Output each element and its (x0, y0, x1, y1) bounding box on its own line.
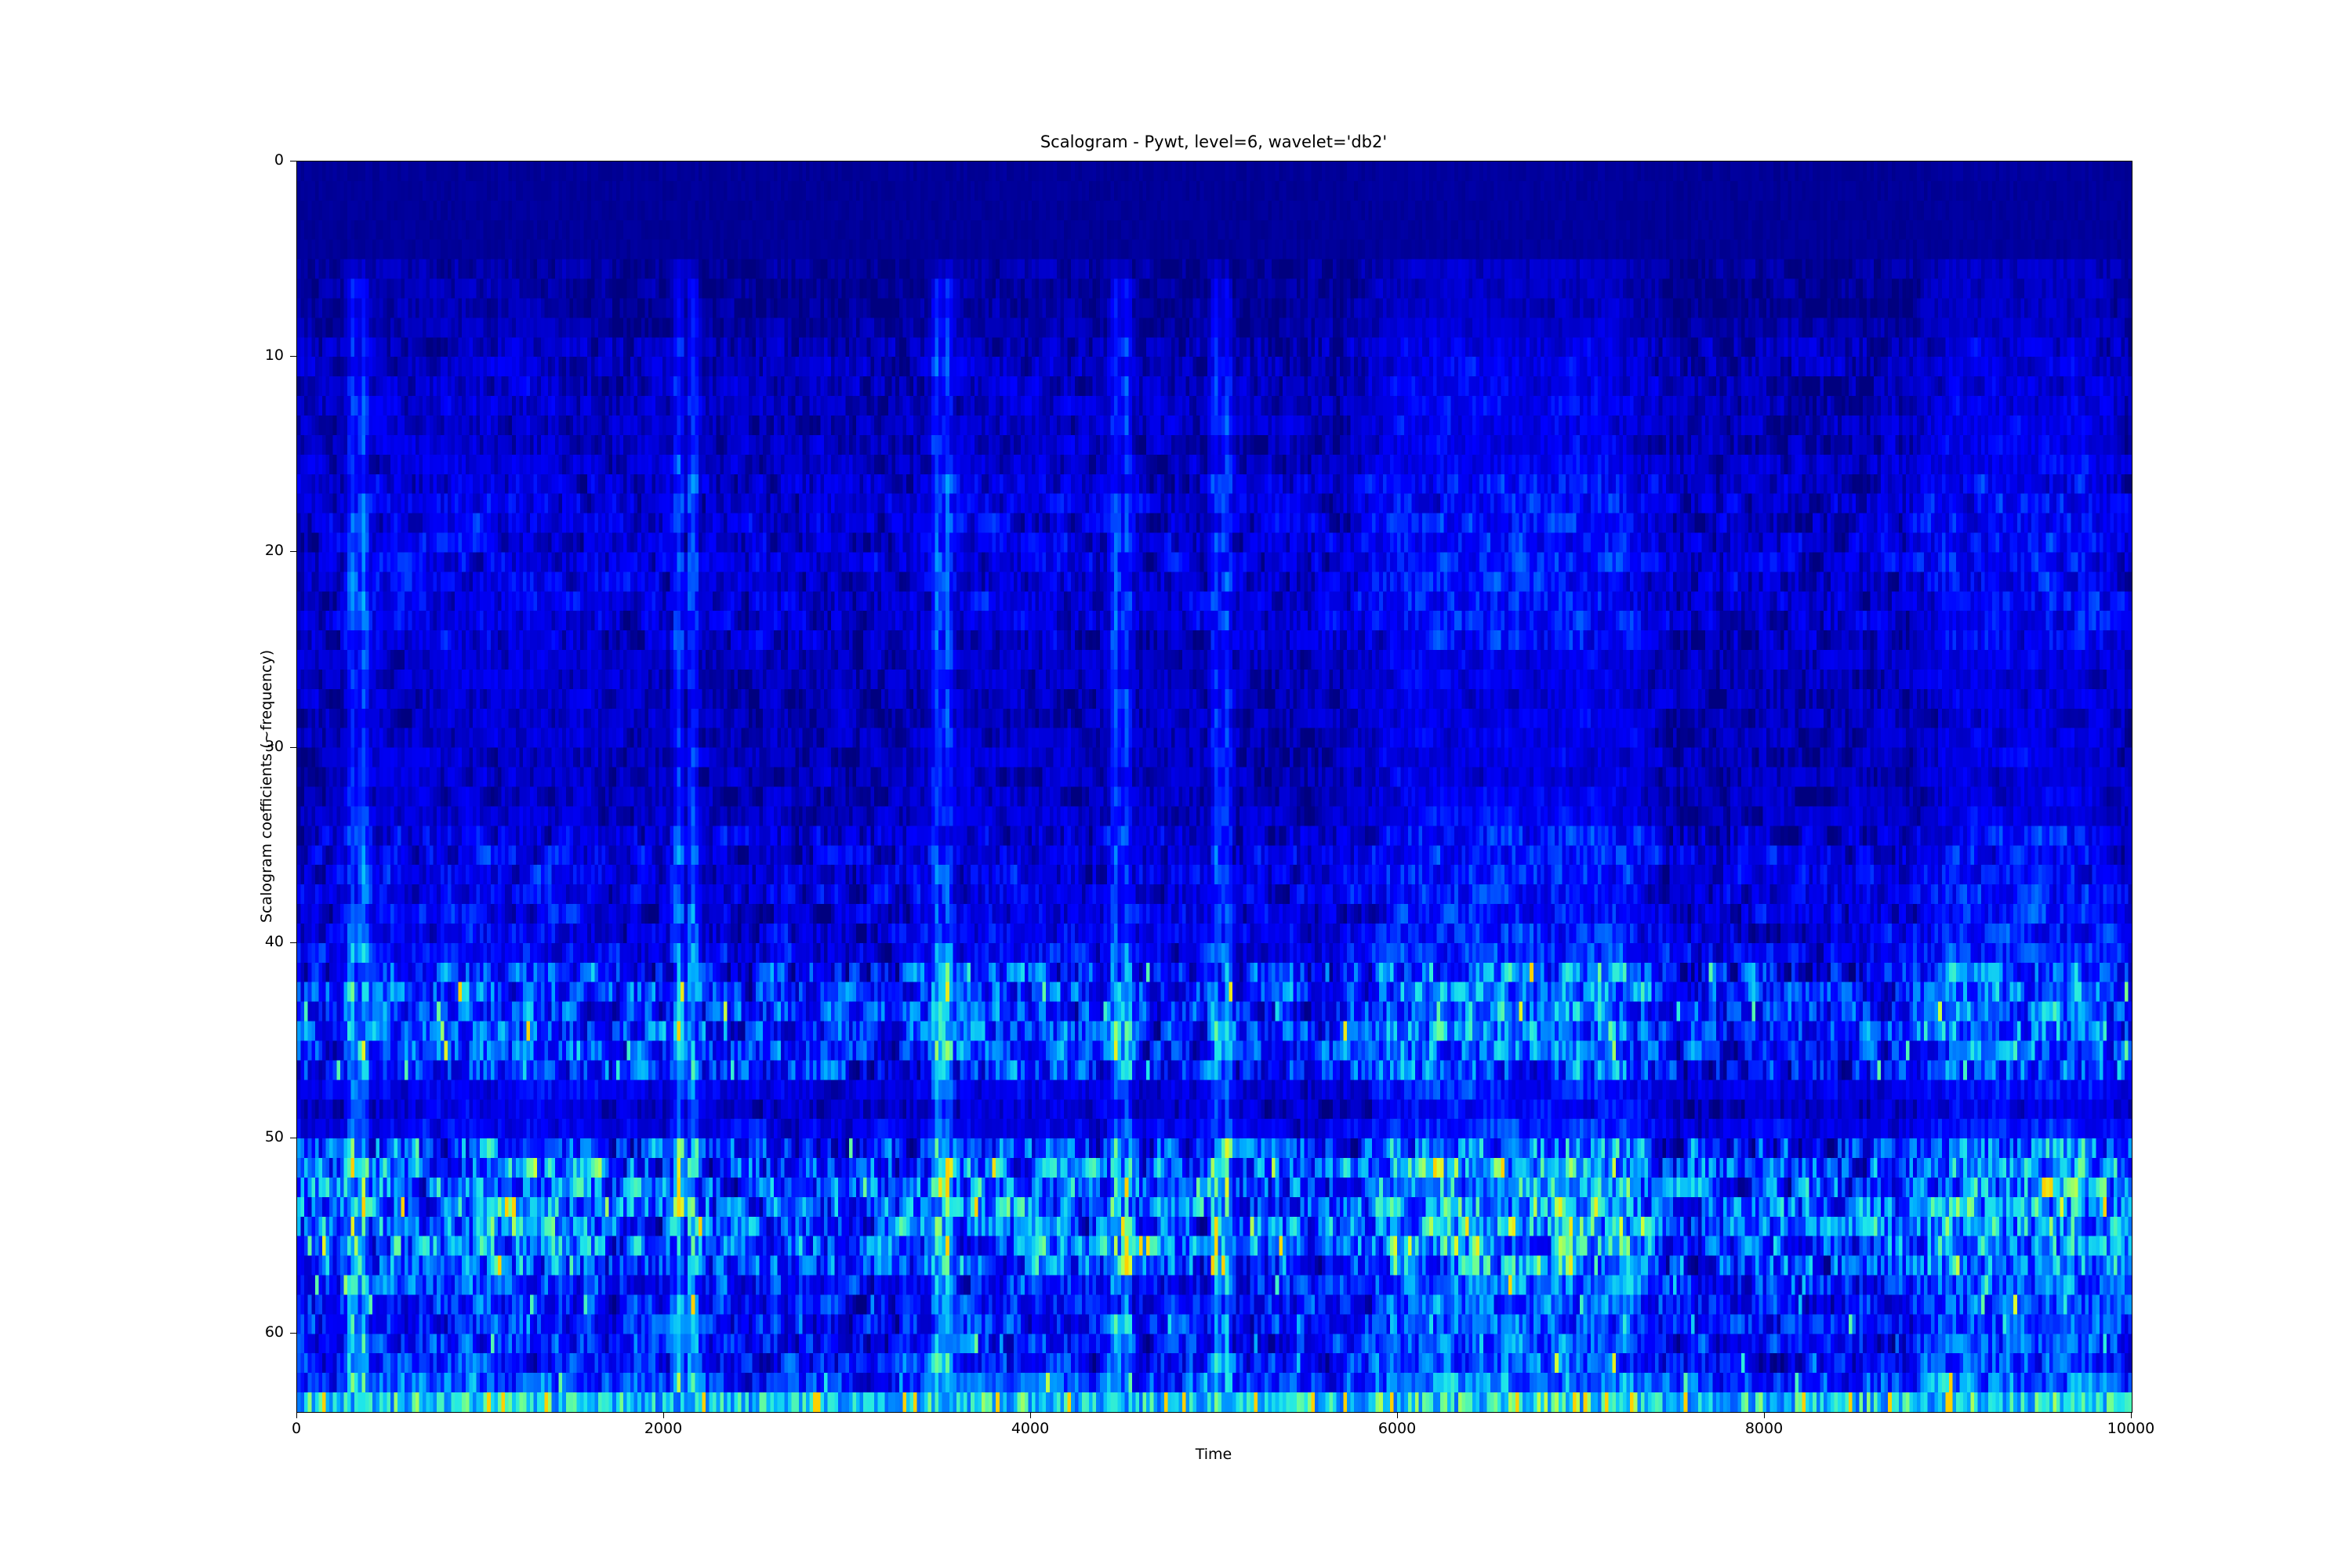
y-tick-label: 20 (264, 542, 284, 560)
x-tick-label: 8000 (1744, 1420, 1784, 1437)
x-tick-mark (1397, 1412, 1398, 1418)
y-tick-label: 0 (274, 151, 284, 169)
scalogram-axes (296, 161, 2132, 1413)
y-tick-label: 60 (264, 1323, 284, 1341)
y-tick-mark (290, 746, 296, 748)
y-tick-label: 30 (264, 737, 284, 755)
y-tick-mark (290, 1333, 296, 1334)
scalogram-canvas (297, 162, 2132, 1412)
scalogram-heatmap (297, 162, 2132, 1412)
x-tick-mark (663, 1412, 664, 1418)
x-tick-label: 4000 (1011, 1420, 1050, 1437)
x-tick-mark (1030, 1412, 1031, 1418)
x-tick-label: 0 (291, 1420, 302, 1437)
x-tick-label: 10000 (2107, 1420, 2155, 1437)
y-axis-label: Scalogram coefficients (~frequency) (258, 649, 275, 923)
x-tick-mark (296, 1412, 297, 1418)
chart-title: Scalogram - Pywt, level=6, wavelet='db2' (1040, 132, 1388, 151)
x-axis-label: Time (1195, 1446, 1232, 1463)
y-tick-label: 10 (264, 347, 284, 365)
y-tick-mark (290, 942, 296, 943)
y-tick-mark (290, 161, 296, 162)
x-tick-mark (1764, 1412, 1765, 1418)
x-tick-label: 2000 (644, 1420, 683, 1437)
x-tick-mark (2131, 1412, 2132, 1418)
y-tick-label: 50 (264, 1128, 284, 1146)
y-tick-mark (290, 551, 296, 553)
x-tick-label: 6000 (1377, 1420, 1417, 1437)
y-tick-label: 40 (264, 932, 284, 950)
y-tick-mark (290, 356, 296, 358)
